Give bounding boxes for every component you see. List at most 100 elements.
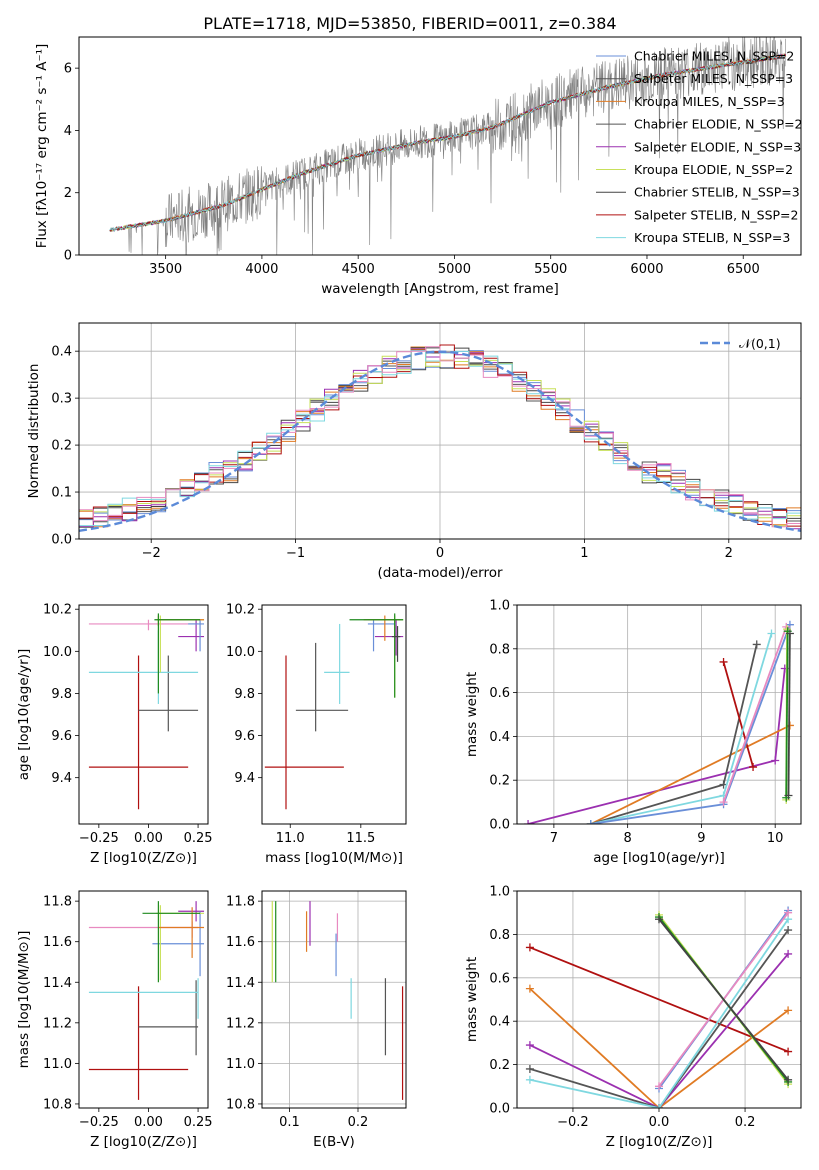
legend-entry: Kroupa STELIB, N_SSP=3 — [634, 230, 790, 245]
y-axis-label: mass weight — [464, 672, 480, 757]
x-axis-label: mass [log10(M/M⊙)] — [265, 850, 403, 866]
y-tick-label: 0.8 — [489, 928, 510, 943]
x-tick-label: 0.2 — [348, 1115, 369, 1130]
panel-2: −2 −1 0 1 2 0.0 0.1 0.2 0.3 0.4 (data-model)/error… — [26, 322, 802, 581]
weight-line-7 — [722, 626, 788, 803]
plot-area — [264, 613, 404, 810]
panel-7: 0.1 0.2 10.8 11.0 11.2 11.4 11.6 11.8 E(B-V) — [226, 890, 407, 1150]
axes-frame — [78, 322, 802, 540]
y-tick-label: 1.0 — [489, 599, 510, 614]
weight-marker — [784, 926, 793, 935]
y-tick-label: 11.2 — [226, 1016, 255, 1031]
y-tick-label: 0.2 — [489, 1058, 510, 1073]
y-tick-label: 0.4 — [489, 730, 510, 745]
plot-area — [88, 613, 205, 810]
x-tick-label: 9 — [697, 831, 705, 846]
y-tick-label: 1.0 — [489, 885, 510, 900]
x-axis-label: Z [log10(Z/Z⊙)] — [606, 1134, 713, 1150]
plot-area — [88, 901, 205, 1100]
plot-area — [524, 620, 794, 824]
x-tick-label: 0.1 — [279, 1115, 300, 1130]
y-tick-label: 11.4 — [226, 976, 255, 991]
x-tick-label: 11.0 — [276, 831, 305, 846]
panel-5: 7 8 9 10 0.0 0.2 0.4 0.6 0.8 1.0 age [log10(age/yr… — [464, 599, 802, 866]
y-tick-label: 0.8 — [489, 642, 510, 657]
weight-marker — [719, 657, 728, 666]
y-tick-label: 0.0 — [489, 1102, 510, 1117]
legend-entry: Chabrier STELIB, N_SSP=3 — [634, 185, 800, 200]
weight-line-3 — [529, 953, 789, 1108]
legend-entry: Kroupa MILES, N_SSP=3 — [634, 94, 785, 109]
weight-marker — [784, 1075, 793, 1084]
y-tick-label: 10.8 — [226, 1097, 255, 1112]
x-tick-label: 6500 — [727, 262, 760, 277]
x-tick-label: 0 — [436, 546, 444, 561]
y-tick-label: 0.0 — [51, 533, 72, 548]
weight-line-10 — [658, 918, 789, 1081]
weight-line-4 — [529, 929, 789, 1108]
axes-frame — [516, 604, 802, 825]
y-tick-label: 11.4 — [43, 976, 72, 991]
weight-marker — [655, 1104, 663, 1108]
weight-marker — [525, 1064, 534, 1073]
y-tick-label: 0.1 — [51, 486, 72, 501]
axes-frame — [261, 890, 407, 1109]
y-tick-label: 0.2 — [489, 774, 510, 789]
y-tick-label: 10.2 — [226, 603, 255, 618]
x-tick-label: 0.2 — [735, 1115, 756, 1130]
weight-marker — [785, 629, 794, 638]
plot-area — [79, 344, 801, 532]
x-tick-label: −0.25 — [79, 831, 119, 846]
x-tick-label: 2 — [725, 546, 733, 561]
y-tick-label: 9.4 — [51, 771, 72, 786]
weight-marker — [655, 915, 663, 924]
weight-line-9 — [785, 631, 789, 798]
x-axis-label: age [log10(age/yr)] — [593, 850, 725, 866]
weight-line-4 — [722, 661, 754, 768]
plot-area — [525, 906, 793, 1108]
axes-frame — [78, 604, 209, 825]
weight-marker — [525, 943, 534, 952]
model-spectrum-9 — [109, 54, 786, 233]
histogram-series-9 — [79, 346, 801, 528]
weight-marker — [784, 1006, 793, 1015]
y-tick-label: 6 — [64, 62, 72, 77]
weight-line-5 — [529, 918, 789, 1108]
legend-entry: 𝒩(0,1) — [739, 336, 781, 351]
panel-1: 3500 4000 4500 5000 5500 6000 6500 0 2 4 6 waveleng… — [34, 14, 803, 297]
x-tick-label: 7 — [550, 831, 558, 846]
y-axis-label: Flux [fλ10⁻¹⁷ erg cm⁻² s⁻¹ A⁻¹] — [34, 44, 50, 249]
y-tick-label: 9.4 — [234, 771, 255, 786]
weight-marker — [784, 791, 793, 800]
x-tick-label: 4000 — [245, 262, 278, 277]
x-axis-label: Z [log10(Z/Z⊙)] — [90, 1134, 197, 1150]
y-tick-label: 0.0 — [489, 818, 510, 833]
normal-reference-curve — [79, 350, 801, 532]
y-tick-label: 11.6 — [226, 935, 255, 950]
y-axis-label: mass [log10(M/M⊙)] — [16, 931, 32, 1069]
x-tick-label: 0.00 — [134, 1115, 163, 1130]
weight-marker — [784, 1047, 793, 1056]
y-tick-label: 0 — [64, 249, 72, 264]
axes-frame — [78, 890, 209, 1109]
y-axis-label: Normed distribution — [26, 364, 42, 499]
x-axis-label: E(B-V) — [313, 1134, 355, 1150]
y-tick-label: 0.4 — [489, 1015, 510, 1030]
x-tick-label: −1 — [286, 546, 305, 561]
x-tick-label: 10 — [767, 831, 784, 846]
legend-entry: Salpeter ELODIE, N_SSP=3 — [634, 139, 801, 154]
y-tick-label: 9.8 — [51, 687, 72, 702]
weight-marker — [771, 756, 780, 765]
y-tick-label: 11.8 — [226, 895, 255, 910]
y-tick-label: 0.6 — [489, 971, 510, 986]
y-tick-label: 10.2 — [43, 603, 72, 618]
panel-8: −0.2 0.0 0.2 0.0 0.2 0.4 0.6 0.8 1.0 Z [log10(Z/Z… — [464, 885, 802, 1150]
weight-marker — [525, 984, 534, 993]
weight-line-5 — [590, 633, 773, 824]
axes-frame — [516, 890, 802, 1109]
y-tick-label: 2 — [64, 186, 72, 201]
x-axis-label: Z [log10(Z/Z⊙)] — [90, 850, 197, 866]
x-tick-label: −2 — [142, 546, 161, 561]
y-tick-label: 0.2 — [51, 439, 72, 454]
weight-marker — [784, 908, 793, 917]
